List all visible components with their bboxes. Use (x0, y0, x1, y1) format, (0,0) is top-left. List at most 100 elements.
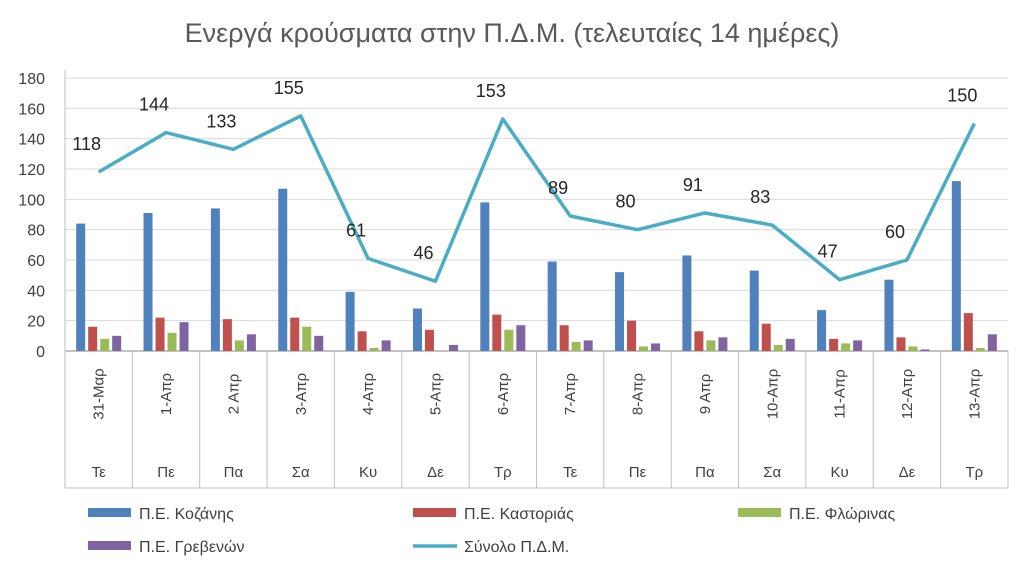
x-day-label: Τρ (494, 464, 512, 481)
data-label: 83 (750, 187, 770, 207)
x-day-label: Πα (224, 464, 244, 481)
bar (896, 337, 906, 351)
x-tick-label: 12-Απρ (899, 369, 916, 420)
bar (975, 347, 985, 351)
bar (222, 319, 232, 351)
bar (357, 331, 367, 351)
bar (963, 313, 973, 351)
x-tick-label: 31-Μαρ (91, 368, 108, 419)
x-day-label: Δε (427, 464, 444, 481)
bar (448, 344, 458, 351)
y-tick-label: 80 (27, 223, 45, 240)
bar (492, 314, 502, 351)
data-label: 144 (139, 95, 169, 115)
bar (381, 340, 391, 351)
bar (76, 223, 86, 351)
bar (278, 188, 288, 351)
bar (88, 326, 98, 351)
bar (559, 325, 569, 351)
bar (210, 208, 220, 351)
y-tick-label: 120 (18, 162, 45, 179)
bar (773, 344, 783, 351)
bar (718, 337, 728, 351)
legend-label: Π.Ε. Κοζάνης (139, 506, 234, 523)
bar (516, 325, 526, 351)
bar (841, 343, 851, 351)
bars-layer (76, 181, 997, 351)
bar (480, 202, 490, 351)
x-tick-label: 4-Απρ (360, 373, 377, 415)
x-tick-label: 11-Απρ (832, 369, 849, 418)
data-label: 155 (274, 78, 304, 98)
bar (424, 329, 434, 351)
x-day-label: Πα (695, 464, 715, 481)
bar (694, 331, 704, 351)
bar (571, 341, 581, 351)
x-tick-label: 6-Απρ (495, 373, 512, 415)
x-tick-label: 9 Απρ (697, 374, 714, 415)
bar (627, 320, 637, 351)
chart-title: Ενεργά κρούσματα στην Π.Δ.Μ. (τελευταίες… (185, 18, 840, 48)
bar (234, 340, 244, 351)
bar (504, 329, 514, 351)
bar (290, 317, 300, 351)
x-day-label: Τρ (965, 464, 983, 481)
bar (651, 343, 661, 351)
bar (749, 270, 759, 351)
bar (246, 334, 256, 351)
y-tick-label: 180 (18, 71, 45, 88)
legend-swatch (88, 508, 131, 517)
x-day-label: Δε (899, 464, 916, 481)
x-day-label: Κυ (359, 464, 377, 481)
line-layer: 118 144 133 155 61 46 153 89 80 91 83 47 60 150 (72, 78, 977, 283)
data-label: 80 (616, 192, 636, 212)
x-day-label: Σα (763, 464, 781, 481)
legend-label: Π.Ε. Καστοριάς (464, 506, 574, 523)
bar (987, 334, 997, 351)
data-label: 118 (72, 134, 101, 154)
x-tick-label: 3-Απρ (293, 373, 310, 415)
total-series-line (97, 114, 976, 283)
bar (302, 326, 312, 351)
legend-swatch (88, 541, 131, 550)
bar (908, 346, 918, 351)
bar (583, 340, 593, 351)
x-tick-label: 7-Απρ (562, 373, 579, 415)
bar (785, 338, 795, 351)
x-tick-label: 5-Απρ (427, 373, 444, 415)
y-tick-label: 40 (27, 283, 45, 300)
y-tick-label: 20 (27, 314, 45, 331)
data-label: 150 (947, 86, 977, 106)
data-label: 60 (885, 222, 905, 242)
bar (179, 322, 189, 351)
x-tick-label: 10-Απρ (764, 369, 781, 420)
axis-layer: 0 20 40 60 80 100 120 140 160 180 31-Μαρ Τε 1-Απρ Πε 2… (18, 70, 1009, 489)
bar (706, 340, 716, 351)
x-tick-label: 2 Απρ (225, 374, 242, 415)
bar (155, 317, 165, 351)
data-label: 61 (346, 220, 366, 240)
bar (615, 272, 625, 351)
data-label: 47 (818, 242, 838, 262)
bar (314, 335, 324, 351)
x-day-label: Τε (92, 464, 107, 481)
data-label: 91 (683, 175, 703, 195)
data-label: 46 (413, 243, 433, 263)
data-label: 153 (476, 81, 506, 101)
bar (761, 323, 771, 351)
bar (167, 332, 177, 351)
legend-swatch (738, 508, 781, 517)
legend-label: Π.Ε. Φλώρινας (789, 506, 895, 523)
y-tick-label: 160 (18, 101, 45, 118)
bar (853, 340, 863, 351)
bar (829, 338, 839, 351)
x-tick-label: 13-Απρ (966, 369, 983, 420)
data-label: 133 (206, 111, 236, 131)
bar (369, 347, 379, 351)
legend-label: Σύνολο Π.Δ.Μ. (464, 539, 569, 556)
y-tick-label: 100 (18, 192, 45, 209)
bar (951, 181, 961, 351)
grid-layer (65, 77, 1008, 352)
